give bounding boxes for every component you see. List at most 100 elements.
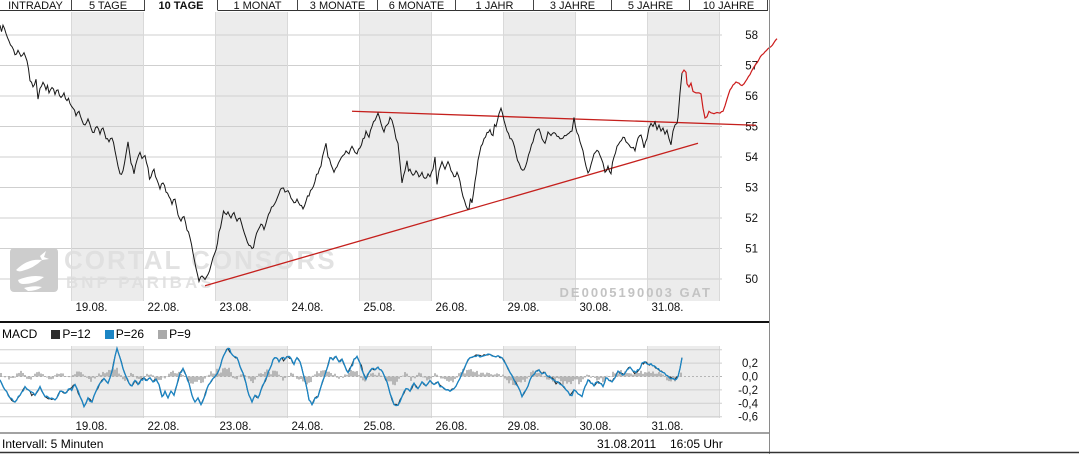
macd-histogram-bar [198,376,200,380]
macd-histogram-bar [24,375,26,377]
macd-histogram-bar [658,372,660,377]
macd-histogram-bar [136,376,138,379]
tab-3-monate[interactable]: 3 MONATE [298,0,378,11]
macd-histogram-bar [96,376,98,377]
macd-histogram-bar [590,376,592,378]
tab-6-monate[interactable]: 6 MONATE [378,0,456,11]
macd-histogram-bar [560,376,562,382]
macd-histogram-bar [634,372,636,377]
price-x-tick: 22.08. [148,302,180,314]
macd-histogram-bar [468,369,470,377]
macd-histogram-bar [518,376,520,382]
macd-x-tick: 26.08. [436,421,468,433]
macd-histogram-bar [630,373,632,377]
macd-histogram-bar [142,376,144,377]
macd-histogram-bar [140,376,142,380]
macd-histogram-bar [296,376,298,379]
macd-histogram-bar [646,372,648,377]
macd-histogram-bar [338,376,340,379]
macd-histogram-bar [90,376,92,382]
quote-time: 16:05 Uhr [670,437,723,451]
macd-histogram-bar [102,371,104,377]
macd-histogram-bar [68,376,70,378]
macd-histogram-bar [530,372,532,377]
macd-histogram-bar [554,376,556,384]
macd-histogram-bar [298,376,300,380]
macd-histogram-bar [88,376,90,379]
macd-histogram-bar [226,369,228,377]
macd-x-tick: 31.08. [652,421,684,433]
macd-histogram-bar [164,376,166,379]
macd-histogram-bar [356,371,358,377]
macd-histogram-bar [240,374,242,377]
macd-histogram-bar [502,374,504,377]
tab-label: 10 JAHRE [702,0,755,11]
macd-histogram-bar [58,373,60,377]
tab-5-tage[interactable]: 5 TAGE [72,0,145,11]
tab-10-jahre[interactable]: 10 JAHRE [690,0,768,11]
macd-histogram-bar [332,375,334,377]
price-x-tick: 31.08. [652,302,684,314]
price-line [0,23,683,284]
macd-day-band [215,346,288,418]
macd-histogram-bar [46,376,48,378]
macd-histogram-bar [478,374,480,377]
tab-5-jahre[interactable]: 5 JAHRE [612,0,690,11]
tab-1-monat[interactable]: 1 MONAT [218,0,298,11]
macd-histogram-bar [578,376,580,385]
macd-histogram-bar [64,376,66,377]
tab-3-jahre[interactable]: 3 JAHRE [534,0,612,11]
macd-histogram-bar [346,374,348,377]
macd-histogram-bar [4,376,6,378]
macd-histogram-bar [276,371,278,377]
macd-histogram-bar [16,373,18,377]
macd-histogram-bar [284,376,286,378]
macd-histogram-bar [190,376,192,384]
macd-histogram-bar [540,374,542,377]
macd-histogram-bar [234,376,236,379]
macd-histogram-bar [334,373,336,377]
macd-histogram-bar [558,376,560,379]
macd-histogram-bar [62,373,64,377]
macd-histogram-bar [472,371,474,377]
macd-histogram-bar [508,376,510,384]
macd-histogram-bar [176,373,178,377]
tab-10-tage[interactable]: 10 TAGE [145,0,218,11]
macd-histogram-bar [370,373,372,377]
macd-histogram-bar [390,376,392,382]
macd-histogram-bar [528,375,530,377]
macd-histogram-bar [616,374,618,377]
macd-histogram-bar [126,376,128,377]
macd-x-tick: 24.08. [292,421,324,433]
macd-histogram-bar [72,375,74,377]
legend-item-p12: P=12 [51,327,91,341]
macd-histogram-bar [430,376,432,379]
macd-histogram-bar [30,376,32,380]
macd-y-tick: -0,6 [738,412,758,424]
macd-histogram-bar [204,376,206,379]
p9-color-swatch [158,329,168,339]
macd-histogram-bar [248,376,250,379]
price-x-tick: 30.08. [580,302,612,314]
macd-histogram-bar [60,373,62,377]
macd-histogram-bar [488,372,490,377]
price-x-tick: 26.08. [436,302,468,314]
macd-histogram-bar [272,370,274,377]
macd-histogram-bar [230,372,232,377]
macd-histogram-bar [454,376,456,379]
price-y-tick: 56 [745,91,758,103]
macd-histogram-bar [70,376,72,378]
macd-histogram-bar [490,374,492,377]
macd-histogram-bar [188,376,190,382]
macd-histogram-bar [526,376,528,379]
macd-histogram-bar [436,374,438,377]
macd-histogram-bar [214,373,216,377]
price-y-tick: 51 [745,244,758,256]
tab-1-jahr[interactable]: 1 JAHR [456,0,534,11]
macd-histogram-bar [254,376,256,380]
tab-label: 3 MONATE [309,0,366,11]
macd-x-tick: 30.08. [580,421,612,433]
macd-histogram-bar [12,376,14,378]
macd-histogram-bar [456,376,458,378]
tab-intraday[interactable]: INTRADAY [0,0,72,11]
